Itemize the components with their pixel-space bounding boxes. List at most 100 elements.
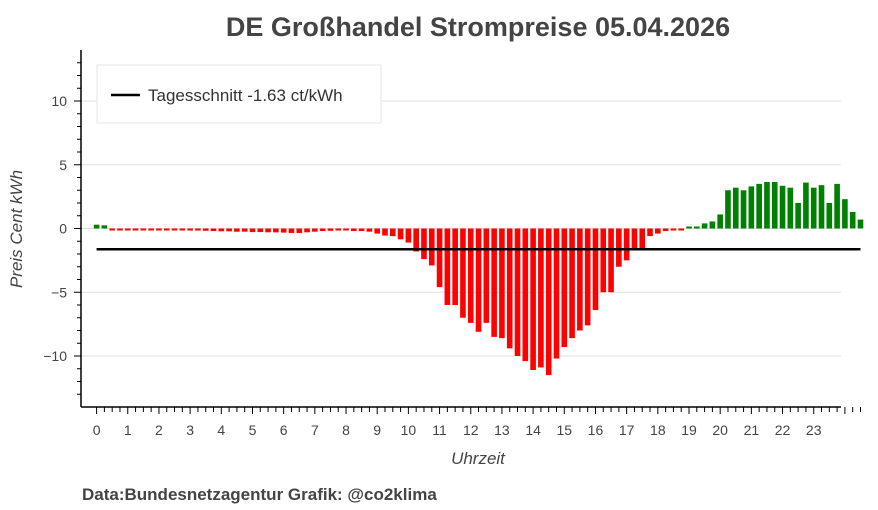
price-bar (717, 214, 723, 229)
x-tick-label: 6 (280, 422, 288, 438)
price-bar (304, 228, 310, 233)
x-tick-label: 12 (463, 422, 479, 438)
price-bar (218, 228, 225, 232)
price-bar (421, 228, 427, 260)
y-tick-label: 5 (59, 157, 67, 173)
price-bar (678, 228, 685, 231)
price-bar (779, 185, 786, 229)
x-tick-label: 17 (619, 422, 635, 438)
y-tick-label: −10 (43, 348, 67, 364)
price-bar (428, 228, 435, 266)
price-bar (810, 187, 817, 229)
legend-box (96, 64, 382, 124)
price-bar (234, 228, 240, 232)
price-bar (358, 228, 365, 232)
price-bar (771, 181, 778, 229)
price-bar (849, 211, 856, 229)
x-axis-ticks: 0 1 2 3 4 5 6 7 8 9 10 11 12 13 14 15 16 17 18 19 20 21 22 23 (93, 407, 861, 438)
price-bar (140, 228, 147, 231)
y-tick-label: 10 (51, 93, 67, 109)
price-bar (405, 228, 412, 243)
price-bar (655, 228, 661, 234)
y-axis-ticks: −10 −5 0 5 10 (43, 62, 81, 395)
x-tick-label: 20 (712, 422, 728, 438)
price-bar (171, 228, 178, 231)
x-tick-label: 1 (124, 422, 132, 438)
price-bar (101, 225, 108, 229)
price-bar (693, 226, 700, 229)
x-tick-label: 22 (775, 422, 791, 438)
price-bar (553, 228, 560, 359)
price-bar (623, 228, 630, 261)
price-bar (413, 228, 419, 252)
price-bar (725, 190, 731, 229)
price-bar (460, 228, 466, 318)
x-tick-label: 13 (494, 422, 510, 438)
x-tick-label: 19 (681, 422, 697, 438)
price-bar (444, 228, 451, 305)
price-bar (124, 228, 131, 231)
price-bar (569, 228, 575, 339)
bar-series (93, 181, 864, 376)
price-bar (335, 228, 342, 231)
y-tick-label: 0 (59, 221, 67, 237)
price-bar (764, 181, 770, 229)
price-bar (397, 228, 404, 240)
price-bar (834, 183, 840, 229)
price-bar (132, 228, 139, 231)
price-bar (491, 228, 497, 337)
x-tick-label: 10 (401, 422, 417, 438)
price-bar (499, 228, 505, 339)
price-bar (249, 228, 256, 233)
price-bar (117, 228, 123, 231)
price-bar (187, 228, 193, 231)
price-bar (436, 228, 443, 288)
x-tick-label: 8 (342, 422, 350, 438)
price-bar (148, 228, 154, 231)
price-bar (686, 226, 692, 229)
price-bar (202, 228, 209, 231)
x-tick-label: 2 (155, 422, 163, 438)
price-bar (530, 228, 536, 371)
price-bar (522, 228, 529, 362)
price-bar (662, 228, 669, 232)
price-bar (343, 228, 349, 231)
price-bar (312, 228, 318, 232)
price-bar (857, 219, 864, 229)
price-bar (265, 228, 271, 233)
price-bar (179, 228, 186, 231)
x-tick-label: 9 (373, 422, 381, 438)
x-tick-label: 11 (432, 422, 447, 438)
x-axis-label: Uhrzeit (451, 449, 506, 468)
price-bar (366, 228, 373, 232)
price-bar (483, 228, 490, 323)
x-tick-label: 23 (806, 422, 822, 438)
y-axis-label: Preis Cent kWh (7, 170, 26, 288)
price-bar (545, 228, 552, 376)
price-bar (608, 228, 614, 293)
price-bar (756, 183, 762, 229)
price-bar (701, 223, 708, 229)
price-bar (842, 199, 848, 229)
price-bar (288, 228, 295, 233)
price-bar (156, 228, 162, 231)
x-tick-label: 18 (650, 422, 666, 438)
price-bar (241, 228, 248, 232)
price-bar (818, 185, 825, 229)
legend-label: Tagesschnitt -1.63 ct/kWh (148, 86, 343, 105)
x-tick-label: 16 (588, 422, 604, 438)
price-bar (327, 228, 334, 231)
price-bar (195, 228, 201, 231)
price-bar (561, 228, 568, 348)
price-bar (280, 228, 287, 233)
y-tick-label: −5 (51, 284, 67, 300)
price-bar (351, 228, 357, 232)
price-bar (639, 228, 646, 249)
price-bar (506, 228, 513, 349)
price-bar (93, 224, 100, 229)
price-bar (600, 228, 607, 293)
price-bar (826, 203, 833, 229)
x-tick-label: 7 (311, 422, 319, 438)
price-bar (226, 228, 232, 232)
